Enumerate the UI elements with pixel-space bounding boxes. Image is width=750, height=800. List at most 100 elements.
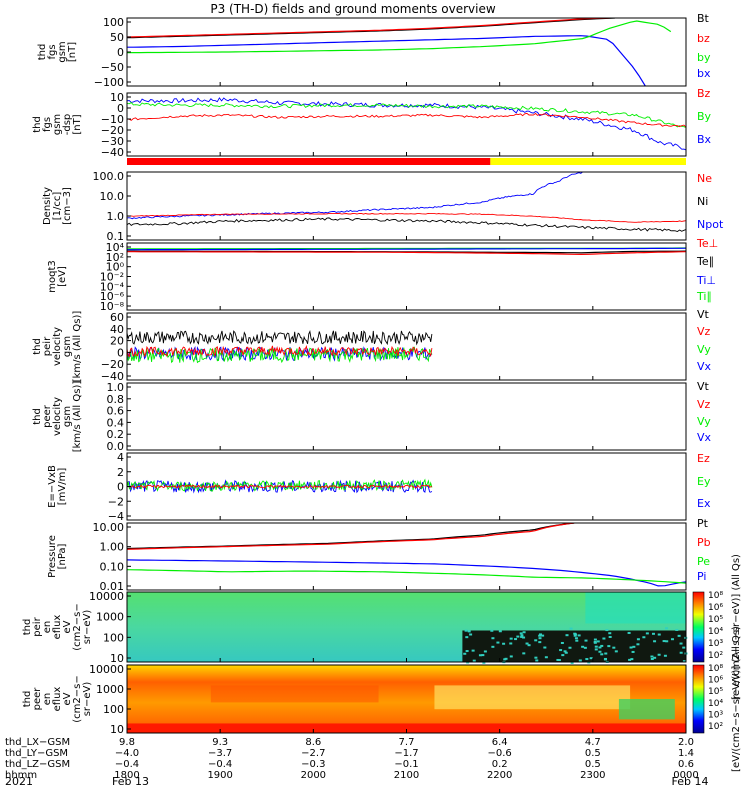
- xaxis-value: 2100: [394, 770, 419, 781]
- legend-label: bz: [697, 32, 710, 45]
- heatmap-speckle: [538, 634, 542, 637]
- ytick-label: −10: [101, 113, 124, 126]
- panel-ylabel: eV: [62, 692, 73, 705]
- heatmap-speckle: [670, 638, 674, 641]
- heatmap-speckle: [564, 651, 568, 654]
- ytick-label: 100: [103, 16, 124, 29]
- xaxis-row-label: thd_LY−GSM: [5, 748, 68, 759]
- heatmap-speckle: [675, 628, 679, 631]
- panel-series: [127, 172, 686, 232]
- heatmap-speckle: [585, 658, 589, 661]
- ytick-label: −30: [101, 135, 124, 148]
- panel-ylabel: moqt3: [47, 260, 58, 293]
- xaxis-value: 1.4: [678, 748, 694, 759]
- ytick-label: 10.00: [93, 521, 125, 534]
- ytick-label: 10⁻²: [100, 271, 124, 284]
- heatmap-speckle: [463, 652, 467, 655]
- heatmap-band: [127, 723, 686, 733]
- panel-ylabel: peir: [42, 336, 53, 356]
- heatmap-speckle: [581, 645, 585, 648]
- series-line-by: [127, 20, 672, 54]
- panel-ylabel: [nT]: [72, 114, 83, 134]
- legend-label: Ti⊥: [696, 274, 716, 287]
- heatmap-speckle: [598, 646, 602, 649]
- heatmap-speckle: [490, 629, 494, 632]
- panel-ylabel: velocity: [52, 397, 63, 436]
- series-line-Ey: [127, 478, 433, 492]
- heatmap-speckle: [679, 642, 683, 645]
- legend-label: Ni: [697, 195, 708, 208]
- heatmap-speckle: [471, 649, 475, 652]
- panel-ylabel: peer: [32, 687, 43, 711]
- chart-title: P3 (TH-D) fields and ground moments over…: [210, 2, 495, 16]
- xaxis-value: 4.7: [585, 737, 601, 748]
- ytick-label: 10⁻⁶: [100, 290, 125, 303]
- heatmap-speckle: [491, 637, 495, 640]
- heatmap-speckle: [482, 661, 486, 664]
- heatmap-speckle: [575, 639, 579, 642]
- ytick-label: 0.1: [107, 230, 125, 243]
- legend-label: Bx: [697, 133, 712, 146]
- panel-ylabel: thd: [22, 619, 33, 636]
- ytick-label: 4: [117, 451, 124, 464]
- panel-ylabel: thd: [32, 338, 43, 355]
- xaxis-value: 0.5: [585, 759, 601, 770]
- ytick-label: 1000: [96, 611, 124, 624]
- ytick-label: 1.00: [100, 541, 125, 554]
- heatmap-speckle: [504, 657, 508, 660]
- xaxis-year: 2021: [5, 775, 33, 788]
- heatmap-speckle: [568, 646, 572, 649]
- heatmap-speckle: [604, 652, 608, 655]
- xaxis-value: 2000: [301, 770, 326, 781]
- xaxis-value: −3.7: [208, 748, 232, 759]
- ytick-label: 10000: [89, 590, 124, 603]
- panel-frame: [126, 312, 687, 381]
- heatmap-speckle: [538, 637, 542, 640]
- ytick-label: 0: [117, 46, 124, 59]
- heatmap-speckle: [519, 632, 523, 635]
- colorbar-tick-label: 10⁴: [708, 627, 723, 637]
- heatmap-speckle: [589, 657, 593, 660]
- heatmap-speckle: [509, 655, 513, 658]
- heatmap-speckle: [642, 636, 646, 639]
- ytick-label: 60: [110, 311, 124, 324]
- heatmap-speckle: [602, 637, 606, 640]
- series-line-Bt: [127, 18, 615, 39]
- legend-label: Vy: [697, 343, 711, 356]
- heatmap-speckle: [636, 643, 640, 646]
- ytick-label: 10²: [106, 251, 124, 264]
- ytick-label: −100: [94, 76, 124, 89]
- heatmap-speckle: [628, 658, 632, 661]
- panel-ylabel: [eV]: [57, 266, 68, 287]
- panel-ylabel: thd: [22, 691, 33, 708]
- panel-ylabel: Pressure: [47, 535, 58, 578]
- panel-ylabel: [nPa]: [57, 543, 68, 569]
- panel-p1: Bt bz by bx 100 50 0 −50 −100 thd fgs gsm [nT]: [37, 12, 711, 89]
- xaxis-value: 2.0: [678, 737, 694, 748]
- heatmap-speckle: [627, 631, 631, 634]
- heatmap-speckle: [560, 641, 564, 644]
- ytick-label: 0: [117, 481, 124, 494]
- heatmap-speckle: [516, 635, 520, 638]
- xaxis-value: −1.7: [394, 748, 418, 759]
- ytick-label: 10: [110, 723, 124, 736]
- legend-label: Vy: [697, 415, 711, 428]
- series-line-Ez: [127, 484, 433, 489]
- heatmap-speckle: [594, 645, 598, 648]
- ytick-label: 0: [117, 102, 124, 115]
- series-line-Ni: [127, 217, 686, 232]
- xaxis-row-label: hhmm: [5, 770, 37, 781]
- panel-ylabel: peer: [42, 404, 53, 428]
- heatmap-speckle: [603, 658, 607, 661]
- heatmap-speckle: [563, 650, 567, 653]
- series-line-Pb: [127, 523, 575, 550]
- heatmap-band: [618, 699, 675, 720]
- xaxis-value: 2300: [580, 770, 605, 781]
- ytick-label: 2: [117, 466, 124, 479]
- legend-label: Vt: [697, 308, 710, 321]
- panel-ylabel: fgs: [47, 44, 58, 59]
- heatmap-speckle: [565, 634, 569, 637]
